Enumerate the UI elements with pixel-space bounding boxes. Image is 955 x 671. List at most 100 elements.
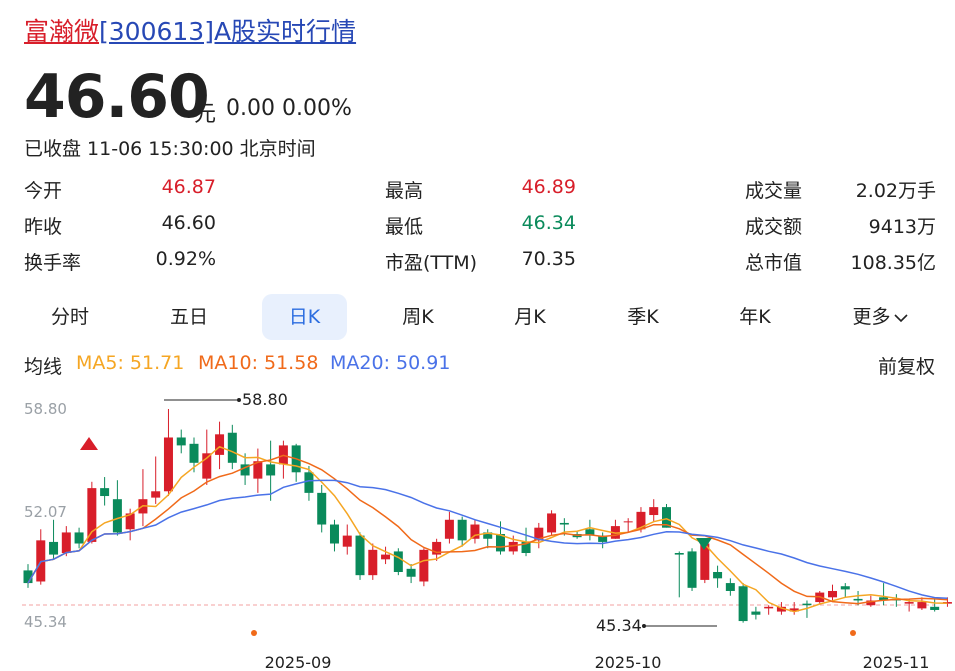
candle-body[interactable]: [764, 606, 774, 609]
sell-signal-marker: [696, 538, 712, 550]
tab-intraday[interactable]: 分时: [50, 306, 89, 328]
candle-body[interactable]: [853, 598, 863, 601]
candle-body[interactable]: [521, 541, 531, 554]
candle-body[interactable]: [419, 549, 429, 582]
candle-body[interactable]: [534, 527, 544, 541]
candle-body[interactable]: [713, 571, 723, 579]
candle-body[interactable]: [930, 606, 940, 610]
candle-body[interactable]: [36, 540, 46, 582]
candle-body[interactable]: [904, 602, 914, 604]
tab-yearly-k[interactable]: 年K: [739, 306, 771, 328]
candle-body[interactable]: [802, 603, 812, 606]
tab-monthly-k[interactable]: 月K: [514, 306, 546, 328]
stat-value-low: 46.34: [521, 212, 576, 234]
candle-body[interactable]: [355, 535, 365, 576]
candle-body[interactable]: [61, 532, 71, 554]
candle-body[interactable]: [215, 434, 225, 455]
candle-body[interactable]: [623, 521, 633, 523]
event-marker[interactable]: [850, 630, 856, 636]
candle-body[interactable]: [227, 432, 237, 463]
candle-body[interactable]: [508, 541, 518, 552]
candle-body[interactable]: [100, 488, 110, 497]
tab-five-day[interactable]: 五日: [169, 306, 208, 328]
candle-body[interactable]: [559, 522, 569, 525]
stat-value-market-cap: 108.35亿: [850, 252, 936, 274]
candle-body[interactable]: [87, 488, 97, 542]
ma-lines-group: [27, 445, 948, 613]
candle-body[interactable]: [470, 524, 480, 539]
candle-body[interactable]: [674, 553, 684, 555]
stat-label-open: 今开: [24, 180, 63, 202]
candle-body[interactable]: [866, 600, 876, 606]
candle-body[interactable]: [917, 602, 927, 609]
candle-body[interactable]: [495, 534, 505, 552]
page-title[interactable]: 富瀚微[300613]A股实时行情: [24, 12, 356, 48]
candle-body[interactable]: [725, 583, 735, 591]
candle-body[interactable]: [585, 529, 595, 536]
candle-body[interactable]: [598, 535, 608, 542]
stat-value-high: 46.89: [521, 176, 576, 198]
y-tick-label: 45.34: [24, 613, 67, 631]
candle-body[interactable]: [317, 492, 327, 525]
candle-body[interactable]: [789, 608, 799, 612]
candle-body[interactable]: [304, 472, 314, 493]
candle-body[interactable]: [23, 570, 33, 584]
candle-body[interactable]: [700, 543, 710, 580]
buy-signal-marker: [80, 437, 98, 450]
stock-code-title-link[interactable]: [300613]A股实时行情: [99, 17, 357, 46]
candle-body[interactable]: [776, 606, 786, 612]
candle-body[interactable]: [662, 507, 671, 528]
candle-body[interactable]: [547, 513, 557, 533]
candle-body[interactable]: [738, 586, 748, 622]
candle-body[interactable]: [687, 551, 697, 588]
candle-body[interactable]: [125, 513, 135, 530]
candle-body[interactable]: [393, 551, 403, 572]
candle-body[interactable]: [406, 568, 416, 577]
stat-label-turnover-amount: 成交额: [745, 216, 803, 238]
candle-body[interactable]: [74, 532, 84, 544]
candle-body[interactable]: [49, 541, 59, 555]
x-tick-label: 2025-10: [595, 653, 662, 671]
candle-body[interactable]: [266, 464, 276, 476]
candle-body[interactable]: [457, 519, 467, 541]
candle-body[interactable]: [151, 491, 161, 498]
stock-name-link[interactable]: 富瀚微: [24, 17, 100, 46]
candle-body[interactable]: [444, 519, 454, 539]
candle-body[interactable]: [840, 586, 850, 590]
candle-body[interactable]: [368, 549, 378, 576]
kline-chart[interactable]: 58.80 52.07 45.34 58.80 45.34 2025-09 20…: [0, 386, 955, 671]
event-marker[interactable]: [251, 630, 257, 636]
ma5-line: [27, 445, 948, 613]
candle-body[interactable]: [189, 443, 199, 463]
candle-body[interactable]: [432, 541, 442, 555]
candle-body[interactable]: [163, 437, 173, 492]
candle-body[interactable]: [381, 554, 391, 560]
candle-body[interactable]: [751, 611, 761, 615]
candle-body[interactable]: [240, 464, 250, 476]
ma20-value: MA20: 50.91: [330, 352, 451, 374]
candle-body[interactable]: [253, 461, 263, 479]
stat-value-turnover-amount: 9413万: [868, 216, 936, 238]
candle-body[interactable]: [879, 597, 889, 601]
candle-body[interactable]: [942, 602, 952, 604]
candle-body[interactable]: [176, 437, 186, 446]
stat-label-prev-close: 昨收: [24, 216, 63, 238]
candle-body[interactable]: [329, 524, 339, 544]
ma20-line: [27, 479, 948, 600]
price-unit: 元: [194, 102, 217, 127]
adjust-toggle[interactable]: 前复权: [878, 356, 936, 378]
tab-weekly-k[interactable]: 周K: [402, 306, 434, 328]
tab-quarterly-k[interactable]: 季K: [627, 306, 659, 328]
price-change-percent: 0.00%: [282, 96, 352, 121]
candle-body[interactable]: [649, 507, 659, 516]
tab-more[interactable]: 更多: [840, 294, 920, 340]
market-status: 已收盘 11-06 15:30:00 北京时间: [24, 138, 316, 160]
period-tabs: 分时 五日 日K 周K 月K 季K 年K 更多: [0, 294, 955, 340]
candle-body[interactable]: [112, 499, 122, 533]
candle-body[interactable]: [483, 532, 493, 539]
candle-body[interactable]: [636, 511, 646, 530]
tab-daily-k[interactable]: 日K: [262, 294, 347, 340]
candle-body[interactable]: [342, 535, 352, 547]
candle-body[interactable]: [202, 453, 212, 479]
candle-body[interactable]: [828, 590, 838, 598]
